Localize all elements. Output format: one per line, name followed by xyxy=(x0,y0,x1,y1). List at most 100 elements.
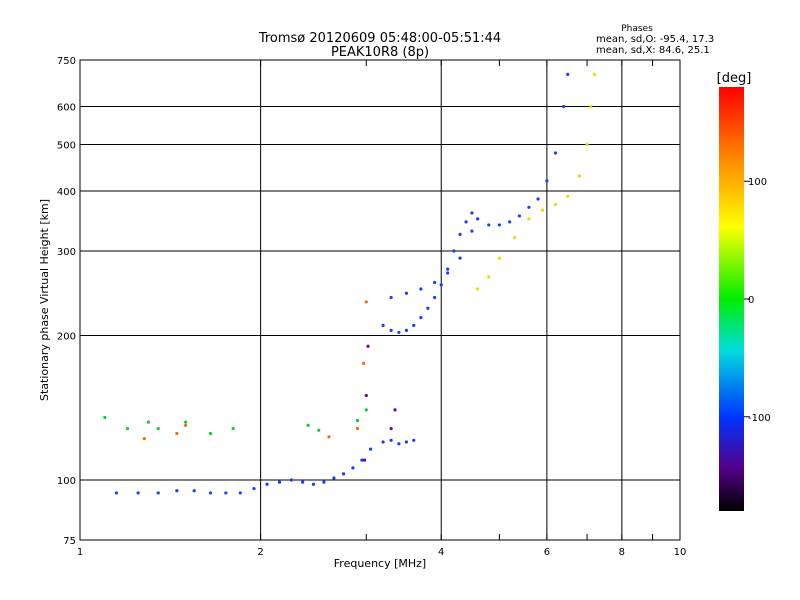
data-point xyxy=(192,489,196,493)
y-tick-label: 200 xyxy=(57,332,76,343)
y-tick-label: 400 xyxy=(57,187,76,198)
data-point xyxy=(327,435,331,439)
data-points xyxy=(103,72,596,495)
data-point xyxy=(476,217,480,221)
data-point xyxy=(208,431,213,436)
y-axis-ticks: 75 100 200 300 400 500 600 750 xyxy=(57,56,76,547)
data-point xyxy=(497,223,501,227)
data-point xyxy=(589,104,593,109)
y-tick-label: 300 xyxy=(57,247,76,258)
data-point xyxy=(404,440,409,444)
data-point xyxy=(301,480,305,484)
data-point xyxy=(512,235,517,240)
data-point xyxy=(208,491,213,495)
phase-stats-o-line: mean, sd,O: -95.4, 17.3 xyxy=(596,34,714,45)
data-point xyxy=(562,104,566,109)
data-point xyxy=(364,393,368,398)
data-point xyxy=(527,205,531,209)
data-point xyxy=(136,491,140,495)
data-point xyxy=(464,220,468,224)
data-point xyxy=(381,323,385,327)
data-point xyxy=(508,220,512,224)
x-tick-label: 1 xyxy=(77,547,83,558)
colorbar-tick-label: 100 xyxy=(748,177,767,188)
x-tick-label: 8 xyxy=(619,547,625,558)
data-point xyxy=(289,478,293,482)
data-point xyxy=(355,418,360,423)
data-point xyxy=(362,361,366,365)
data-point xyxy=(577,174,582,178)
data-point xyxy=(351,466,355,470)
data-point xyxy=(332,476,336,480)
data-point xyxy=(404,328,409,332)
data-point xyxy=(419,315,423,320)
data-point xyxy=(553,151,558,155)
y-tick-label: 75 xyxy=(63,536,76,547)
data-point xyxy=(553,202,558,207)
data-point xyxy=(487,223,491,227)
data-point xyxy=(470,211,474,215)
data-point xyxy=(517,214,522,218)
data-point xyxy=(362,458,367,462)
data-point xyxy=(487,275,491,279)
data-point xyxy=(452,249,456,253)
x-tick-label: 10 xyxy=(674,547,687,558)
data-point xyxy=(446,271,450,275)
data-point xyxy=(360,458,364,462)
colorbar-tick-label: -100 xyxy=(748,413,771,424)
data-point xyxy=(458,232,462,236)
data-point xyxy=(103,415,107,420)
x-tick-label: 6 xyxy=(544,547,550,558)
colorbar-ticks: 100 0 -100 xyxy=(744,177,771,424)
x-axis-label: Frequency [MHz] xyxy=(334,557,426,570)
plot-border xyxy=(79,59,681,541)
data-point xyxy=(311,482,316,486)
colorbar-gradient xyxy=(719,87,744,511)
data-point xyxy=(389,295,393,300)
data-point xyxy=(364,300,368,304)
colorbar-tick-label: 0 xyxy=(748,295,754,306)
y-tick-label: 100 xyxy=(57,476,76,487)
data-point xyxy=(585,142,589,147)
data-point xyxy=(540,208,545,212)
data-point xyxy=(536,197,540,201)
data-point xyxy=(224,491,228,495)
data-point xyxy=(389,426,393,431)
data-point xyxy=(175,489,179,493)
data-point xyxy=(142,436,146,441)
data-point xyxy=(433,280,437,285)
data-point xyxy=(265,482,269,486)
data-point xyxy=(527,217,531,221)
data-point xyxy=(389,438,393,442)
data-point xyxy=(355,426,360,431)
data-point xyxy=(433,295,437,300)
data-point xyxy=(393,408,397,412)
y-axis-label: Stationary phase Virtual Height [km] xyxy=(38,199,51,401)
data-point xyxy=(397,442,401,446)
plot-area: 1 2 4 6 8 10 75 100 200 300 400 500 600 750 xyxy=(57,56,686,558)
chart-subtitle: PEAK10R8 (8p) xyxy=(331,45,429,60)
colorbar: [deg] 100 0 -100 xyxy=(717,71,771,511)
data-point xyxy=(412,323,416,327)
data-point xyxy=(412,438,416,442)
data-point xyxy=(545,179,549,183)
colorbar-label: [deg] xyxy=(717,71,752,86)
data-point xyxy=(426,306,430,310)
data-point xyxy=(446,267,450,271)
data-point xyxy=(592,72,596,76)
y-tick-label: 500 xyxy=(57,141,76,152)
data-point xyxy=(566,72,570,76)
data-point xyxy=(252,486,256,491)
data-point xyxy=(306,423,310,427)
data-point xyxy=(231,426,235,431)
data-point xyxy=(156,491,160,495)
x-tick-label: 2 xyxy=(257,547,263,558)
data-point xyxy=(458,256,462,260)
data-point xyxy=(341,472,346,476)
data-point xyxy=(156,426,160,431)
data-point xyxy=(366,344,370,348)
data-point xyxy=(175,431,179,436)
data-point xyxy=(317,428,321,432)
data-point xyxy=(238,491,242,495)
y-tick-label: 750 xyxy=(57,56,76,67)
